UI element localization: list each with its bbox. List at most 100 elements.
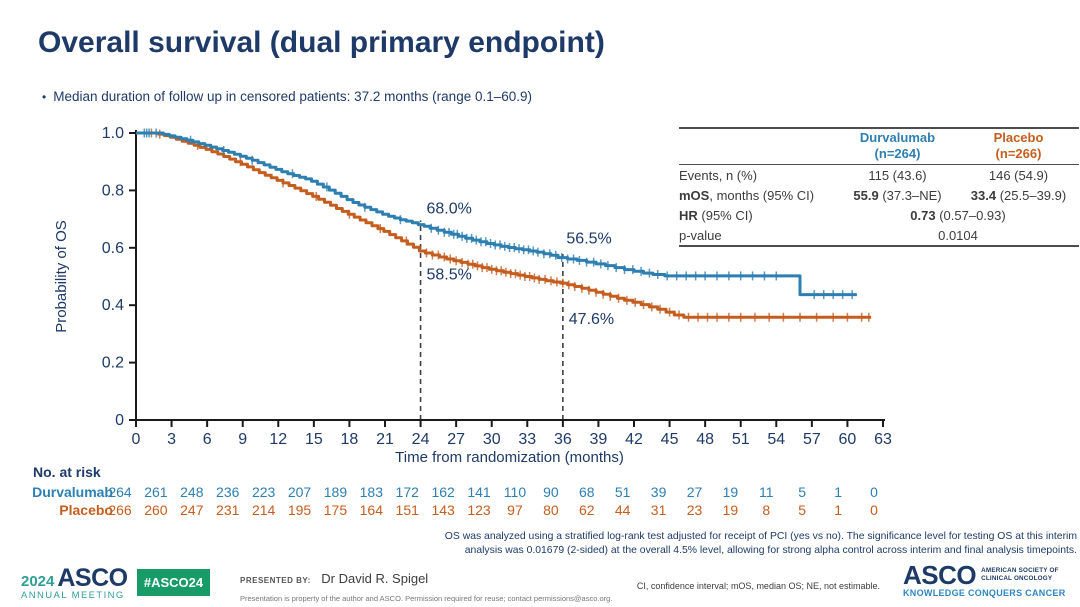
risk-count: 266 bbox=[108, 502, 132, 518]
y-ticks: 0 0.2 0.4 0.6 0.8 1.0 bbox=[102, 125, 136, 429]
stats-row-value: 55.9 (37.3–NE) bbox=[853, 187, 942, 203]
x-tick-label: 60 bbox=[839, 431, 857, 448]
bullet-point: • Median duration of follow up in censore… bbox=[42, 89, 532, 104]
risk-count: 5 bbox=[798, 484, 806, 500]
y-axis-label: Probability of OS bbox=[53, 220, 70, 333]
risk-count: 1 bbox=[834, 484, 842, 500]
risk-count: 260 bbox=[144, 502, 168, 518]
x-tick-label: 9 bbox=[238, 431, 247, 448]
stats-row-label: Events, n (%) bbox=[679, 167, 758, 183]
stats-header-empty bbox=[679, 128, 837, 166]
risk-count: 123 bbox=[467, 502, 491, 518]
risk-count: 97 bbox=[507, 502, 523, 518]
landmark-label: 68.0% bbox=[427, 200, 472, 217]
presented-by-label: PRESENTED BY: bbox=[240, 576, 311, 585]
risk-count: 110 bbox=[504, 484, 527, 500]
risk-count: 19 bbox=[723, 502, 739, 518]
x-tick-label: 18 bbox=[341, 431, 359, 448]
risk-count: 90 bbox=[543, 484, 559, 500]
risk-count: 44 bbox=[615, 502, 631, 518]
society-name: AMERICAN SOCIETY OF CLINICAL ONCOLOGY bbox=[981, 567, 1059, 583]
x-tick-label: 33 bbox=[518, 431, 536, 448]
x-tick-label: 3 bbox=[167, 431, 176, 448]
presenter-block: PRESENTED BY: Dr David R. Spigel Present… bbox=[240, 570, 612, 603]
stats-row: HR (95% CI) 0.73 (0.57–0.93) bbox=[679, 205, 1079, 225]
risk-count: 141 bbox=[467, 484, 491, 500]
risk-table-title: No. at risk bbox=[33, 464, 101, 480]
stats-row-value: 146 (54.9) bbox=[988, 167, 1049, 183]
x-tick-label: 51 bbox=[732, 431, 750, 448]
stats-row-value-span: 0.73 (0.57–0.93) bbox=[910, 207, 1006, 223]
meeting-year: 2024 bbox=[21, 573, 55, 590]
x-tick-label: 15 bbox=[305, 431, 323, 448]
risk-count: 183 bbox=[360, 484, 384, 500]
stats-row-label: HR (95% CI) bbox=[679, 207, 753, 223]
landmark-label: 58.5% bbox=[427, 266, 472, 283]
permission-note: Presentation is property of the author a… bbox=[240, 594, 613, 603]
abbreviations-note: CI, confidence interval; mOS, median OS;… bbox=[636, 581, 880, 591]
risk-count: 231 bbox=[216, 502, 240, 518]
stats-row-value-span: 0.0104 bbox=[938, 227, 978, 243]
x-tick-label: 24 bbox=[412, 431, 430, 448]
risk-count: 214 bbox=[252, 502, 276, 518]
risk-count: 264 bbox=[108, 484, 132, 500]
landmark-lines bbox=[419, 220, 564, 420]
censor-ticks-placebo bbox=[150, 128, 870, 322]
risk-count: 247 bbox=[180, 502, 204, 518]
risk-count: 261 bbox=[144, 484, 168, 500]
society-line-1: AMERICAN SOCIETY OF bbox=[981, 567, 1059, 574]
x-tick-label: 48 bbox=[696, 431, 714, 448]
y-tick-label: 0.6 bbox=[102, 240, 124, 257]
risk-count: 143 bbox=[431, 502, 455, 518]
risk-count: 27 bbox=[687, 484, 703, 500]
x-axis-label: Time from randomization (months) bbox=[395, 449, 624, 466]
stats-header-placebo: Placebo (n=266) bbox=[958, 128, 1079, 166]
society-line-2: CLINICAL ONCOLOGY bbox=[981, 575, 1053, 583]
stats-row-value: 115 (43.6) bbox=[868, 167, 927, 183]
km-curve-durvalumab bbox=[136, 131, 857, 297]
stats-row-label: mOS, months (95% CI) bbox=[679, 187, 815, 203]
asco-wordmark: ASCO bbox=[57, 564, 128, 592]
risk-count: 248 bbox=[180, 484, 204, 500]
y-tick-label: 0 bbox=[115, 412, 124, 429]
x-tick-label: 39 bbox=[590, 431, 608, 448]
stats-row: mOS, months (95% CI) 55.9 (37.3–NE) 33.4 (… bbox=[679, 185, 1079, 205]
risk-count: 0 bbox=[870, 502, 878, 518]
stats-row: Events, n (%) 115 (43.6) 146 (54.9) bbox=[679, 165, 1079, 186]
asco-society-logo: ASCO AMERICAN SOCIETY OF CLINICAL ONCOLO… bbox=[903, 560, 1066, 599]
y-tick-label: 1.0 bbox=[102, 125, 124, 142]
risk-count: 11 bbox=[759, 484, 774, 500]
asco-tagline: KNOWLEDGE CONQUERS CANCER bbox=[903, 588, 1066, 599]
risk-count: 62 bbox=[579, 502, 595, 518]
risk-row-label: Durvalumab bbox=[32, 484, 113, 500]
footnote-line-1: OS was analyzed using a stratified log-r… bbox=[444, 531, 1077, 542]
risk-count: 31 bbox=[651, 502, 667, 518]
risk-count: 164 bbox=[360, 502, 384, 518]
risk-count: 1 bbox=[834, 502, 842, 518]
bullet-text: Median duration of follow up in censored… bbox=[53, 89, 533, 104]
risk-count: 151 bbox=[396, 502, 420, 518]
risk-count: 162 bbox=[431, 484, 455, 500]
x-ticks: 0 3 6 9 12 15 18 21 24 27 30 33 36 39 42 45 48 51 54 57 60 63 bbox=[132, 420, 892, 448]
hashtag-badge: #ASCO24 bbox=[137, 569, 210, 596]
x-tick-label: 63 bbox=[874, 431, 892, 448]
y-tick-label: 0.2 bbox=[102, 355, 124, 372]
axes bbox=[135, 130, 885, 421]
landmark-label: 56.5% bbox=[566, 230, 611, 247]
risk-count: 68 bbox=[579, 484, 595, 500]
x-tick-label: 12 bbox=[269, 431, 287, 448]
asco-logo-wordmark: ASCO bbox=[903, 560, 977, 590]
x-tick-label: 57 bbox=[803, 431, 821, 448]
risk-count: 236 bbox=[216, 484, 240, 500]
risk-count: 223 bbox=[252, 484, 276, 500]
stats-row-label: p-value bbox=[679, 227, 722, 243]
risk-count: 195 bbox=[288, 502, 312, 518]
risk-count: 0 bbox=[870, 484, 878, 500]
censor-ticks-durvalumab bbox=[143, 128, 853, 300]
x-tick-label: 36 bbox=[554, 431, 572, 448]
